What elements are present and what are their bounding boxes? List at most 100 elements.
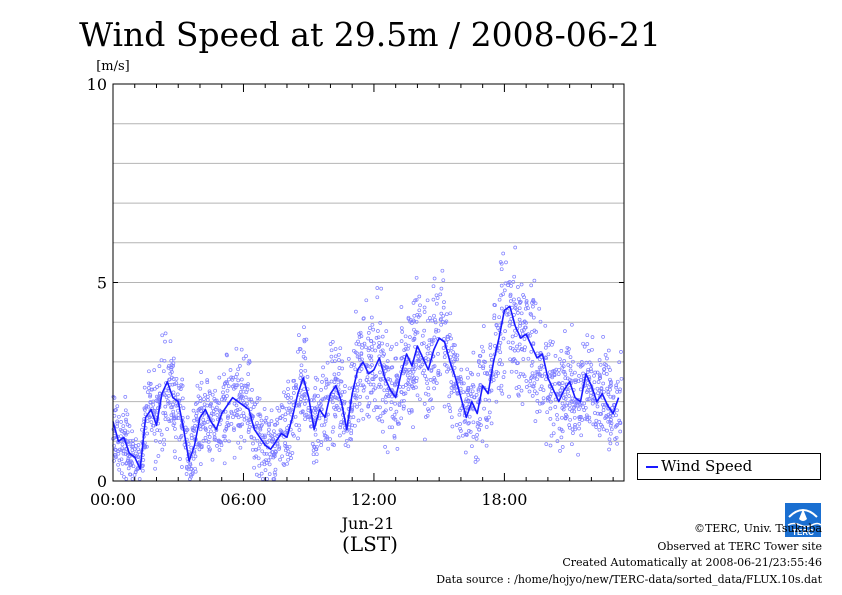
sample-point (524, 303, 529, 307)
sample-point (229, 409, 234, 414)
sample-point (619, 376, 624, 381)
sample-point (470, 444, 474, 449)
sample-point (581, 341, 585, 346)
sample-point (156, 395, 161, 400)
sample-point (386, 367, 391, 372)
sample-point (516, 297, 521, 301)
sample-point (148, 382, 153, 386)
sample-point (434, 301, 439, 306)
sample-point (420, 342, 424, 346)
sample-point (560, 401, 565, 406)
sample-point (197, 407, 202, 412)
sample-point (287, 444, 292, 449)
sample-point (366, 331, 371, 335)
sample-point (245, 401, 249, 406)
sample-point (352, 402, 357, 407)
sample-point (114, 448, 118, 452)
sample-point (180, 465, 184, 469)
sample-point (365, 395, 370, 400)
sample-point (468, 430, 473, 434)
sample-point (377, 382, 382, 387)
sample-point (123, 395, 128, 399)
sample-point (614, 413, 618, 418)
sample-point (377, 417, 381, 422)
sample-point (528, 333, 532, 338)
sample-point (235, 372, 239, 377)
sample-point (153, 466, 157, 471)
sample-point (136, 443, 141, 447)
sample-point (322, 422, 327, 427)
sample-point (548, 443, 553, 448)
sample-point (226, 416, 230, 420)
sample-point (335, 377, 340, 382)
sample-point (471, 420, 476, 425)
sample-point (120, 442, 125, 447)
sample-point (180, 377, 185, 382)
sample-point (585, 370, 590, 374)
sample-point (507, 323, 512, 328)
sample-point (349, 364, 354, 369)
sample-point (366, 348, 371, 353)
y-tick-label: 5 (97, 274, 107, 293)
sample-point (325, 360, 330, 365)
sample-point (496, 386, 501, 390)
sample-point (569, 372, 574, 377)
sample-point (319, 388, 323, 392)
sample-point (313, 432, 318, 437)
sample-point (330, 340, 335, 344)
sample-point (444, 312, 449, 317)
sample-point (568, 355, 573, 359)
sample-point (381, 353, 385, 358)
sample-point (472, 395, 477, 400)
sample-point (387, 425, 392, 430)
sample-point (407, 410, 412, 415)
sample-point (546, 343, 551, 348)
sample-point (299, 369, 303, 373)
sample-point (272, 433, 277, 437)
sample-point (502, 288, 507, 293)
sample-point (535, 410, 540, 414)
sample-point (307, 414, 312, 419)
sample-point (206, 445, 211, 449)
sample-point (471, 350, 476, 355)
sample-point (222, 461, 227, 466)
sample-point (543, 355, 548, 360)
sample-point (115, 424, 119, 429)
sample-point (267, 452, 272, 457)
sample-point (171, 402, 175, 407)
sample-point (218, 439, 223, 444)
sample-point (470, 389, 475, 394)
sample-point (570, 427, 575, 432)
sample-point (166, 365, 171, 370)
sample-point (455, 391, 460, 396)
sample-point (269, 408, 274, 413)
sample-point (531, 384, 536, 389)
sample-point (515, 344, 519, 349)
sample-point (163, 404, 168, 409)
sample-point (168, 371, 173, 376)
sample-point (385, 342, 390, 347)
sample-point (163, 417, 168, 422)
sample-point (449, 415, 454, 420)
sample-point (115, 419, 120, 424)
sample-point (605, 428, 609, 433)
sample-point (167, 377, 171, 382)
sample-point (471, 435, 476, 439)
sample-point (376, 335, 381, 340)
sample-point (597, 358, 602, 362)
sample-point (558, 357, 562, 362)
sample-point (140, 468, 145, 473)
sample-point (355, 354, 360, 359)
sample-point (397, 421, 401, 426)
sample-point (566, 363, 571, 367)
sample-point (205, 420, 210, 424)
sample-point (148, 400, 153, 404)
sample-point (424, 377, 429, 382)
sample-point (330, 442, 335, 447)
sample-point (401, 385, 406, 389)
sample-point (441, 313, 446, 318)
sample-point (385, 359, 390, 363)
sample-point (299, 363, 304, 368)
sample-point (304, 398, 309, 403)
